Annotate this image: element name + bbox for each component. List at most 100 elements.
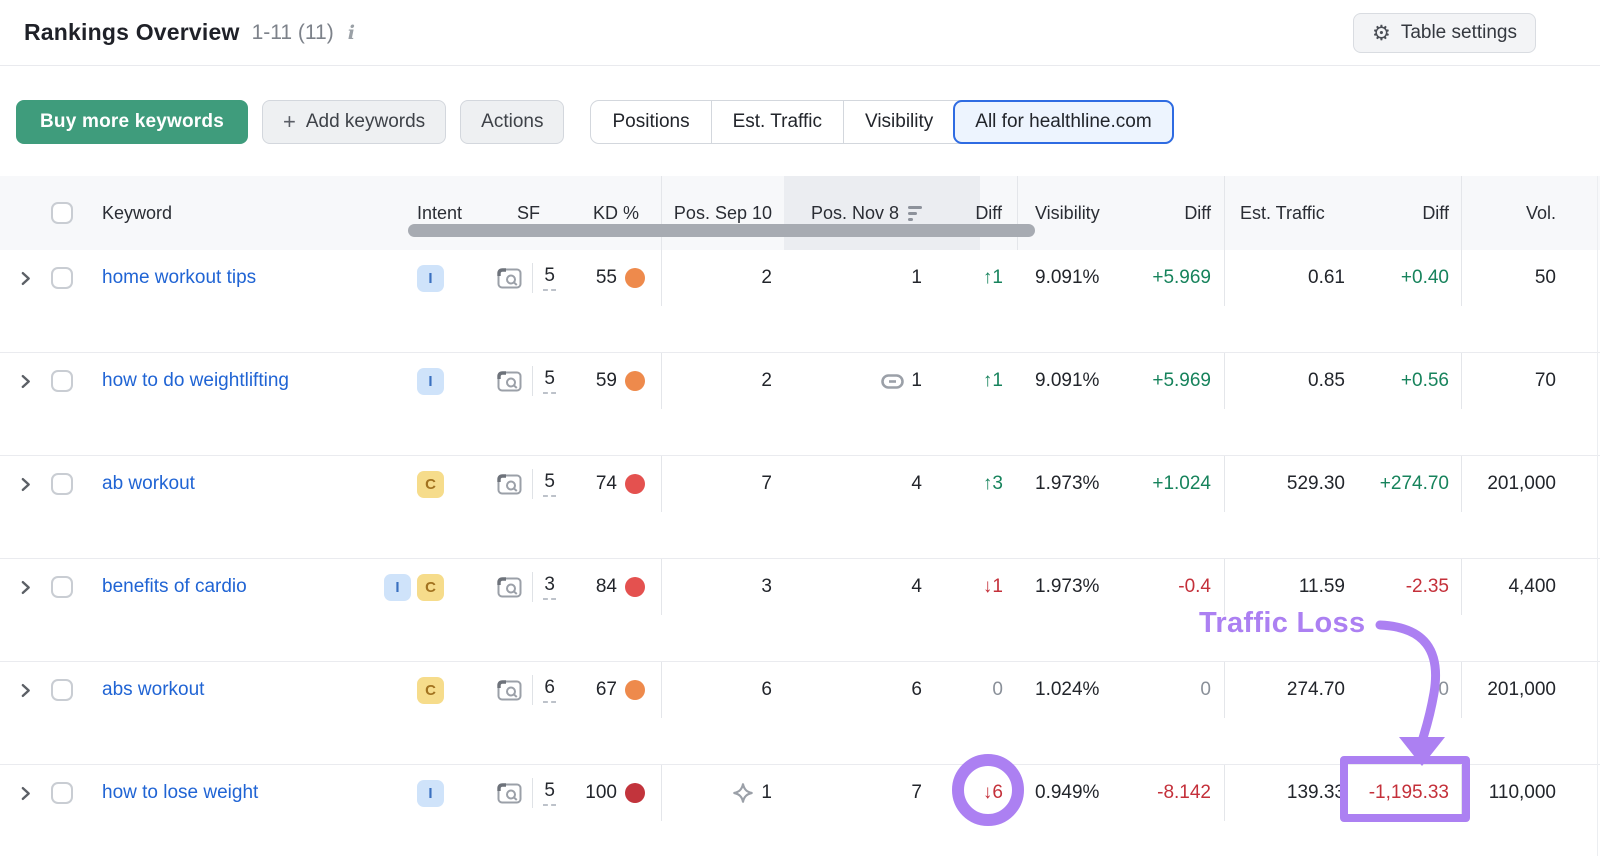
view-tab-est-traffic[interactable]: Est. Traffic bbox=[710, 101, 843, 143]
keyword-link[interactable]: ab workout bbox=[102, 473, 195, 494]
column-header-pos-nov8[interactable]: Pos. Nov 8 bbox=[778, 176, 930, 250]
serp-features-icon[interactable] bbox=[497, 370, 522, 392]
serp-features-icon[interactable] bbox=[497, 473, 522, 495]
horizontal-scrollbar[interactable] bbox=[408, 224, 1035, 237]
expand-chevron-icon[interactable] bbox=[18, 786, 33, 801]
gear-icon: ⚙ bbox=[1371, 20, 1391, 45]
column-header-volume[interactable]: Vol. bbox=[1525, 202, 1556, 223]
serp-features-icon[interactable] bbox=[497, 782, 522, 804]
pos-diff-cell: ↑3 bbox=[982, 473, 1003, 494]
info-icon[interactable]: i bbox=[347, 21, 355, 44]
expand-chevron-icon[interactable] bbox=[18, 580, 33, 595]
column-header-kd[interactable]: KD % bbox=[564, 176, 662, 250]
visibility-diff-cell: +1.024 bbox=[1133, 456, 1225, 512]
pos-sep10-cell: 1 bbox=[662, 765, 778, 821]
pos-sep10-cell: 2 bbox=[761, 267, 772, 288]
pos-nov8-cell: 1 bbox=[778, 353, 930, 409]
column-header-keyword[interactable]: Keyword bbox=[102, 202, 173, 223]
est-traffic-cell: 0.85 bbox=[1308, 370, 1345, 391]
view-tab-positions[interactable]: Positions bbox=[612, 111, 690, 132]
keyword-link[interactable]: how to do weightlifting bbox=[102, 370, 289, 391]
intent-badge-i: I bbox=[417, 367, 444, 395]
pos-nov8-cell: 7 bbox=[911, 782, 922, 803]
column-header-est-traffic[interactable]: Est. Traffic bbox=[1240, 202, 1325, 223]
pos-diff-cell: ↓1 bbox=[982, 576, 1003, 597]
intent-cell: C bbox=[374, 662, 464, 718]
volume-cell: 4,400 bbox=[1508, 576, 1556, 597]
kd-difficulty-dot bbox=[625, 474, 645, 494]
header-expand-spacer bbox=[0, 176, 40, 250]
buy-more-keywords-button[interactable]: Buy more keywords bbox=[16, 100, 248, 144]
pos-sep10-cell: 3 bbox=[761, 576, 772, 597]
sf-count[interactable]: 5 bbox=[543, 368, 556, 394]
sf-count[interactable]: 5 bbox=[543, 780, 556, 806]
column-header-intent[interactable]: Intent bbox=[416, 202, 462, 223]
view-tab-all-for-healthline-com[interactable]: All for healthline.com bbox=[953, 100, 1174, 144]
pos-nov8-cell: 6 bbox=[911, 679, 922, 700]
sf-count[interactable]: 3 bbox=[543, 574, 556, 600]
keyword-link[interactable]: benefits of cardio bbox=[102, 576, 247, 597]
sf-divider bbox=[532, 675, 534, 705]
actions-button[interactable]: Actions bbox=[460, 100, 565, 144]
serp-features-icon[interactable] bbox=[497, 267, 522, 289]
pos-nov8-cell: 1 bbox=[911, 267, 922, 288]
est-traffic-cell: 0.61 bbox=[1308, 267, 1345, 288]
row-checkbox[interactable] bbox=[51, 576, 73, 598]
sf-divider bbox=[532, 366, 534, 396]
expand-chevron-icon[interactable] bbox=[18, 683, 33, 698]
column-header-visibility[interactable]: Visibility bbox=[1035, 202, 1100, 223]
est-traffic-cell: 529.30 bbox=[1286, 473, 1345, 494]
sf-count[interactable]: 5 bbox=[543, 265, 556, 291]
visibility-cell: 1.024% bbox=[1035, 679, 1100, 700]
kd-difficulty-dot bbox=[625, 783, 645, 803]
top-bar: Rankings Overview 1-11 (11) i ⚙ Table se… bbox=[0, 0, 1600, 66]
select-all-checkbox[interactable] bbox=[51, 202, 73, 224]
visibility-diff-cell: +5.969 bbox=[1133, 250, 1225, 306]
table-settings-button[interactable]: ⚙ Table settings bbox=[1352, 13, 1536, 53]
expand-chevron-icon[interactable] bbox=[18, 477, 33, 492]
intent-badge-c: C bbox=[417, 470, 444, 498]
expand-chevron-icon[interactable] bbox=[18, 271, 33, 286]
column-header-diff-vis[interactable]: Diff bbox=[1133, 176, 1225, 250]
intent-badge-c: C bbox=[417, 676, 444, 704]
column-header-diff-traffic[interactable]: Diff bbox=[1353, 176, 1462, 250]
keyword-link[interactable]: how to lose weight bbox=[102, 782, 259, 803]
traffic-loss-annotation-label: Traffic Loss bbox=[1199, 607, 1366, 639]
kd-value: 100 bbox=[585, 782, 617, 803]
column-header-diff-pos[interactable]: Diff bbox=[930, 176, 1018, 250]
row-checkbox[interactable] bbox=[51, 473, 73, 495]
expand-chevron-icon[interactable] bbox=[18, 374, 33, 389]
featured-snippet-icon bbox=[732, 782, 754, 804]
intent-cell: I bbox=[374, 765, 464, 821]
serp-features-icon[interactable] bbox=[497, 576, 522, 598]
table-right-edge bbox=[1597, 176, 1598, 856]
kd-difficulty-dot bbox=[625, 680, 645, 700]
sf-count[interactable]: 5 bbox=[543, 471, 556, 497]
pos-diff-cell: 0 bbox=[992, 679, 1003, 700]
keyword-link[interactable]: home workout tips bbox=[102, 267, 257, 288]
intent-cell: I bbox=[374, 353, 464, 409]
sf-count[interactable]: 6 bbox=[543, 677, 556, 703]
table-row: ab workout C 5 74 7 4 ↑3 1.973% +1.024 5… bbox=[0, 456, 1600, 559]
sf-divider bbox=[532, 778, 534, 808]
row-checkbox[interactable] bbox=[51, 679, 73, 701]
select-all-checkbox-cell bbox=[40, 176, 84, 250]
sort-icon bbox=[908, 205, 922, 221]
row-checkbox[interactable] bbox=[51, 782, 73, 804]
add-keywords-button[interactable]: + Add keywords bbox=[261, 100, 447, 144]
column-header-sf[interactable]: SF bbox=[516, 202, 540, 223]
pos-nov8-cell: 4 bbox=[911, 576, 922, 597]
visibility-diff-cell: +5.969 bbox=[1133, 353, 1225, 409]
table-row: home workout tips I 5 55 2 1 ↑1 9.091% +… bbox=[0, 250, 1600, 353]
view-tab-visibility[interactable]: Visibility bbox=[843, 101, 954, 143]
row-checkbox[interactable] bbox=[51, 370, 73, 392]
row-checkbox[interactable] bbox=[51, 267, 73, 289]
keyword-link[interactable]: abs workout bbox=[102, 679, 205, 700]
traffic-loss-highlight-box bbox=[1340, 756, 1470, 822]
traffic-diff-cell: +0.40 bbox=[1353, 250, 1462, 306]
column-header-pos-sep10[interactable]: Pos. Sep 10 bbox=[673, 202, 772, 223]
serp-features-icon[interactable] bbox=[497, 679, 522, 701]
table-row: how to lose weight I 5 100 1 7 ↓6 0.949%… bbox=[0, 765, 1600, 856]
visibility-cell: 1.973% bbox=[1035, 473, 1100, 494]
